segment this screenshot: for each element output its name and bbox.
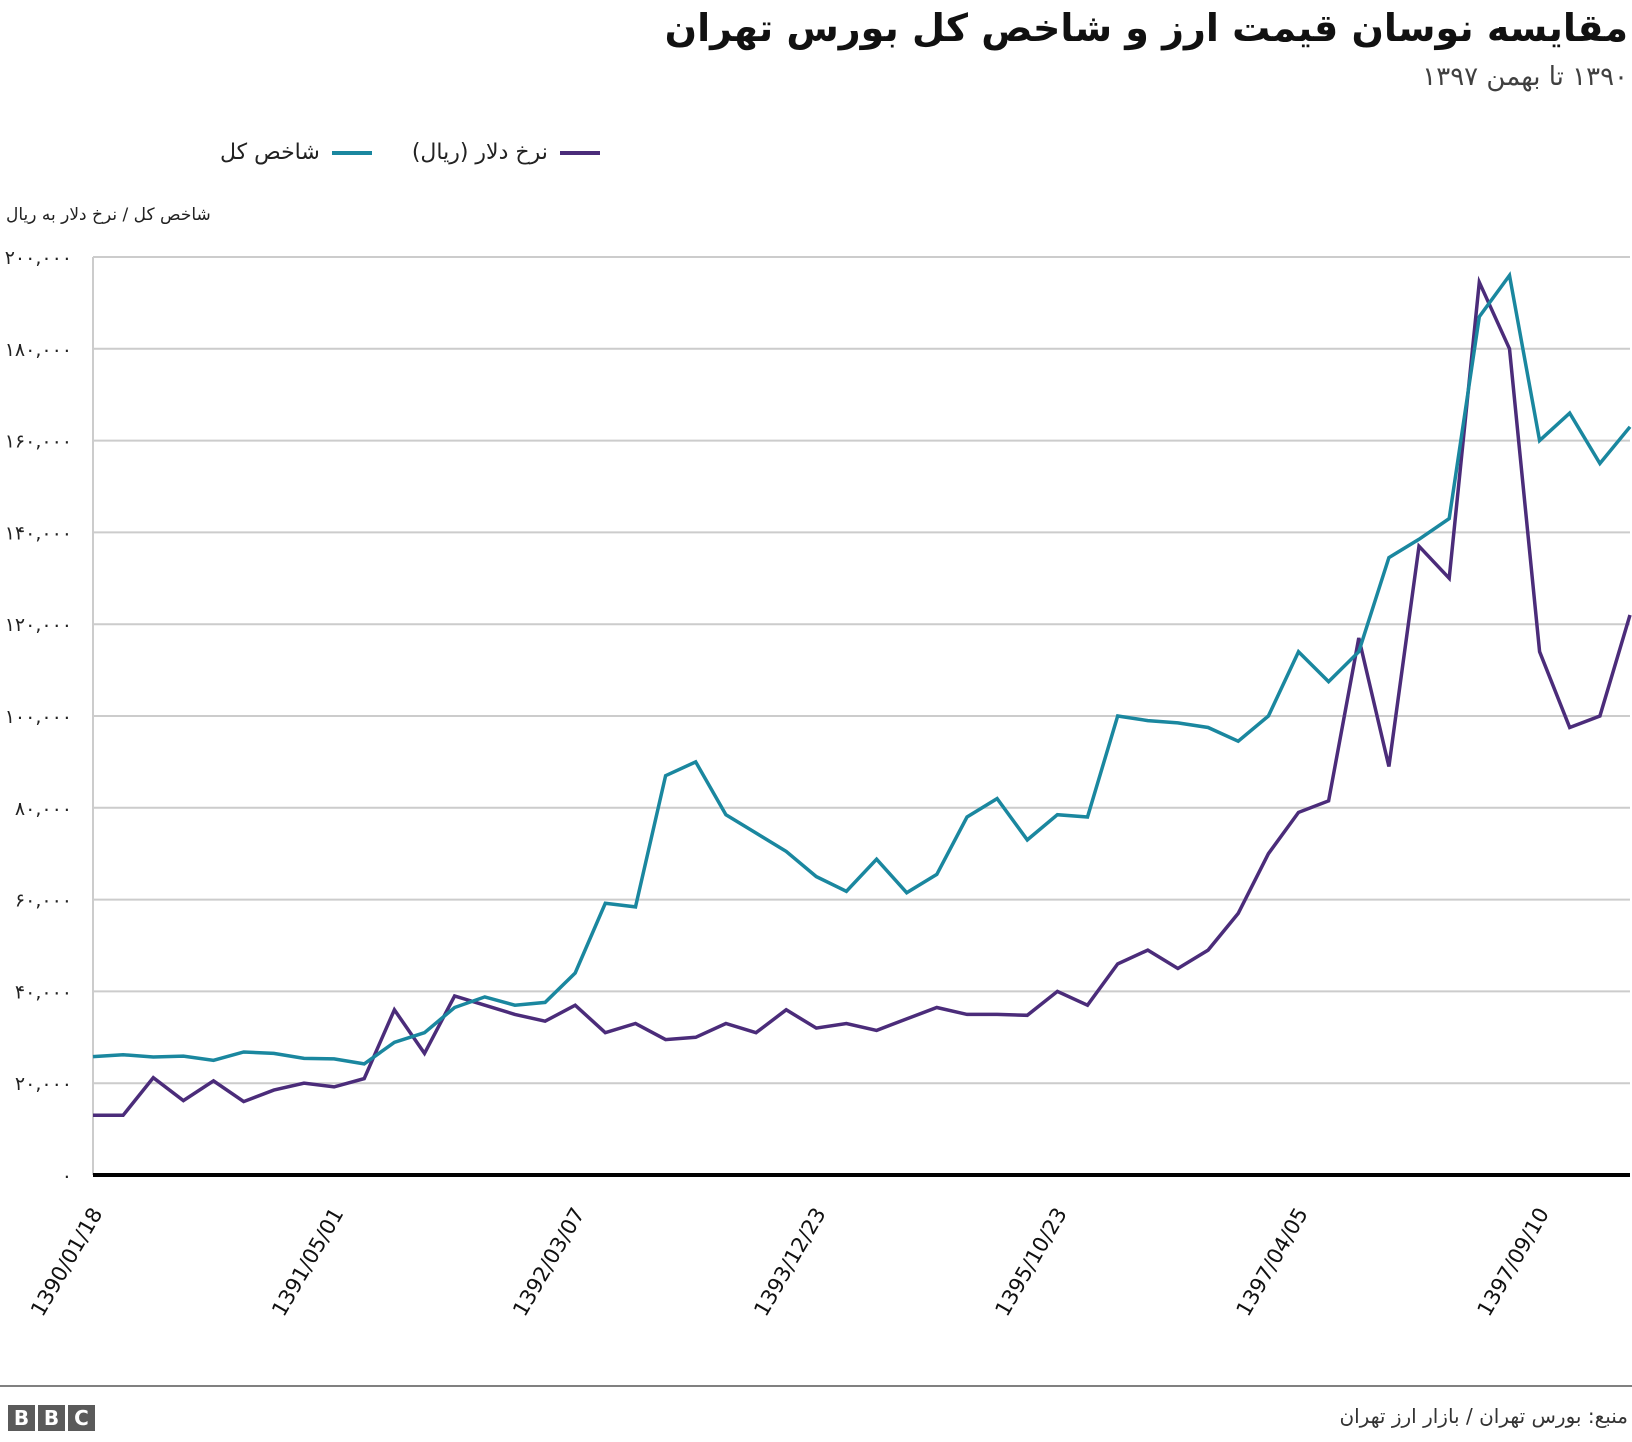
series-line bbox=[92, 271, 1632, 1066]
bbc-logo-b2: B bbox=[38, 1405, 65, 1431]
chart-title: مقایسه نوسان قیمت ارز و شاخص کل بورس تهر… bbox=[664, 6, 1628, 50]
x-tick-label: 1395/10/23 bbox=[990, 1204, 1071, 1321]
bbc-logo: B B C bbox=[8, 1405, 95, 1431]
bbc-logo-b1: B bbox=[8, 1405, 35, 1431]
x-tick-label: 1397/09/10 bbox=[1473, 1204, 1554, 1321]
x-tick-label: 1390/01/18 bbox=[26, 1204, 107, 1321]
legend-label-index: شاخص کل bbox=[220, 140, 320, 165]
chart-subtitle: ۱۳۹۰ تا بهمن ۱۳۹۷ bbox=[1422, 62, 1628, 92]
y-tick-label: ۶۰,۰۰۰ bbox=[15, 890, 72, 912]
y-tick-label: ۱۰۰,۰۰۰ bbox=[5, 706, 72, 728]
y-axis-label: شاخص کل / نرخ دلار به ریال bbox=[6, 205, 211, 225]
y-tick-label: ۱۴۰,۰۰۰ bbox=[5, 522, 72, 544]
legend: نرخ دلار (ریال) شاخص کل bbox=[220, 140, 600, 165]
y-tick-label: ۰ bbox=[62, 1165, 72, 1187]
y-tick-label: ۴۰,۰۰۰ bbox=[15, 981, 72, 1003]
legend-swatch-dollar bbox=[559, 150, 600, 155]
y-tick-label: ۸۰,۰۰۰ bbox=[15, 798, 72, 820]
bbc-logo-c: C bbox=[68, 1405, 95, 1431]
y-tick-label: ۱۸۰,۰۰۰ bbox=[5, 339, 72, 361]
x-tick-label: 1393/12/23 bbox=[749, 1204, 830, 1321]
y-tick-label: ۲۰۰,۰۰۰ bbox=[5, 247, 72, 269]
series-line bbox=[93, 275, 1632, 1118]
legend-label-dollar: نرخ دلار (ریال) bbox=[411, 140, 548, 165]
legend-swatch-index bbox=[331, 150, 372, 155]
y-tick-label: ۲۰,۰۰۰ bbox=[15, 1073, 72, 1095]
footer-divider bbox=[0, 1385, 1632, 1387]
x-tick-label: 1397/04/05 bbox=[1232, 1204, 1313, 1321]
legend-item-dollar: نرخ دلار (ریال) bbox=[412, 140, 600, 165]
legend-item-index: شاخص کل bbox=[220, 140, 372, 165]
source-note: منبع: بورس تهران / بازار ارز تهران bbox=[1339, 1404, 1628, 1428]
line-chart: ۰ ۲۰,۰۰۰ ۴۰,۰۰۰ ۶۰,۰۰۰ ۸۰,۰۰۰ ۱۰۰,۰۰۰ ۱۲۰,۰۰۰ ۱… bbox=[5, 247, 1632, 1321]
x-tick-label: 1392/03/07 bbox=[508, 1204, 589, 1321]
y-tick-label: ۱۶۰,۰۰۰ bbox=[5, 431, 72, 453]
y-tick-label: ۱۲۰,۰۰۰ bbox=[5, 614, 72, 636]
x-tick-label: 1391/05/01 bbox=[267, 1204, 348, 1321]
